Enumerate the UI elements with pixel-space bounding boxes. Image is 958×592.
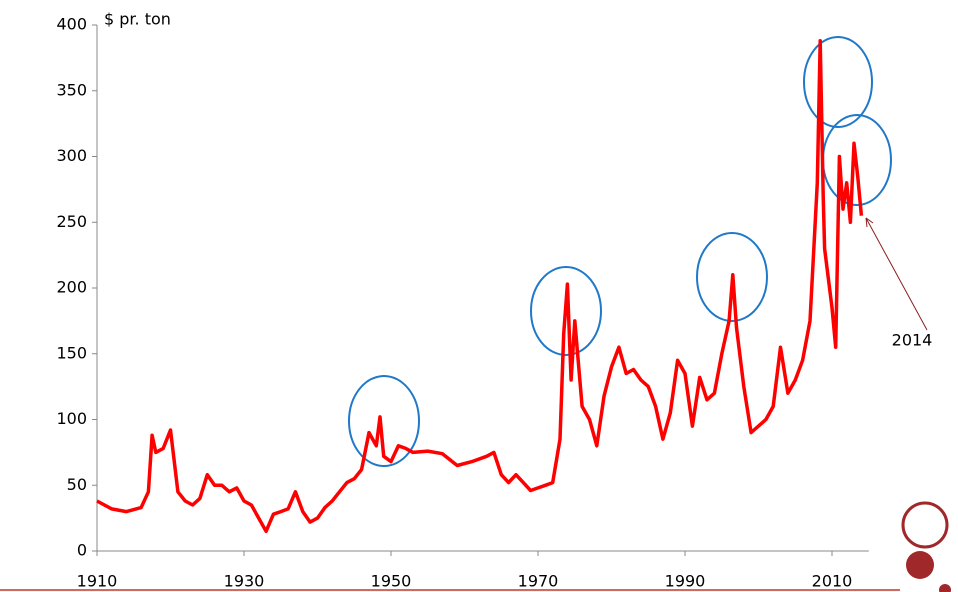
highlight-circles [348,36,892,467]
x-tick-label: 1990 [665,572,706,591]
x-tick-label: 1950 [371,572,412,591]
x-tick-label: 1930 [224,572,265,591]
y-tick-label: 50 [67,475,87,494]
arrow-head [865,217,874,228]
y-tick-label: 350 [56,80,87,99]
y-tick-label: 100 [56,409,87,428]
highlight-circle [348,375,420,467]
price-line [96,39,864,534]
x-tick-label: 1970 [518,572,559,591]
y-tick-label: 0 [77,541,87,560]
emblem [901,501,949,549]
x-tick-label: 1910 [77,572,118,591]
annotation-arrow [865,217,928,331]
highlight-circle [803,36,873,128]
y-tick-label: 200 [56,278,87,297]
y-tick-label: 300 [56,146,87,165]
highlight-circle [696,232,768,322]
annotation: 2014 [892,331,933,350]
x-tick-label: 2010 [812,572,853,591]
y-tick-label: 400 [56,15,87,34]
highlight-circle [530,266,602,356]
decor-dot [939,584,951,592]
y-tick-label: 250 [56,212,87,231]
y-tick-label: 150 [56,343,87,362]
decor-dot [906,551,934,579]
y-axis-label: $ pr. ton [104,10,171,29]
